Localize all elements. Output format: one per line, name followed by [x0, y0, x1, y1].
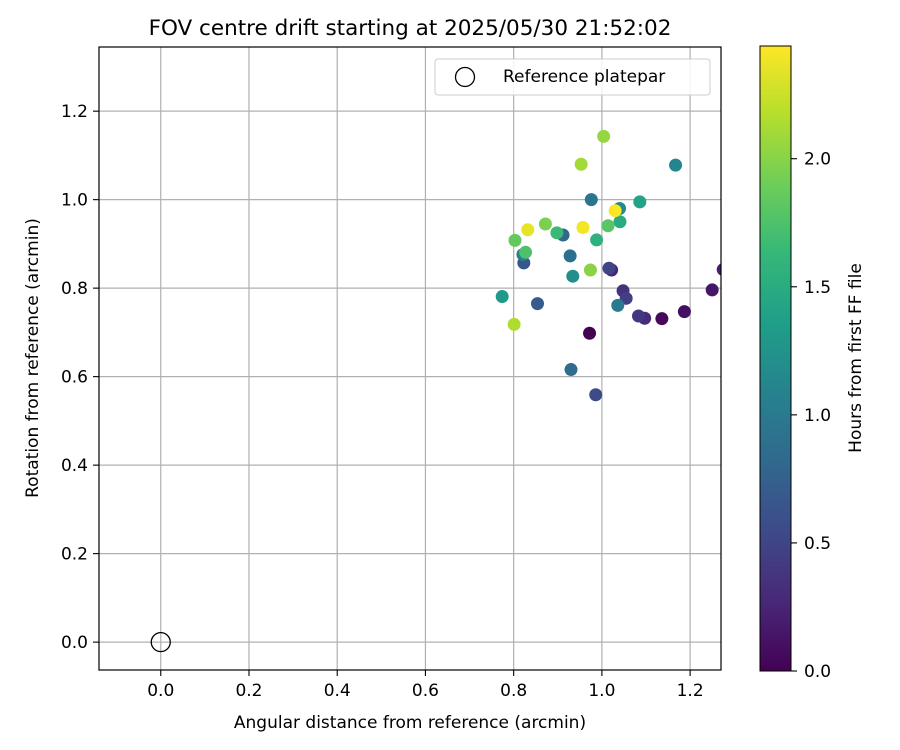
data-point — [563, 249, 577, 263]
data-point — [508, 233, 522, 247]
data-point — [583, 326, 597, 340]
x-tick-label: 0.4 — [324, 681, 351, 701]
chart-title: FOV centre drift starting at 2025/05/30 … — [149, 16, 672, 41]
colorbar-tick-label: 0.5 — [804, 534, 831, 554]
x-axis-label: Angular distance from reference (arcmin) — [234, 713, 586, 733]
x-tick-label: 0.8 — [500, 681, 527, 701]
data-point — [589, 388, 603, 402]
colorbar-gradient — [759, 45, 792, 672]
data-point — [538, 217, 552, 231]
x-axis-ticks: 0.0 0.2 0.4 0.6 0.8 1.0 1.2 — [147, 670, 704, 701]
y-axis-label: Rotation from reference (arcmin) — [23, 218, 43, 498]
y-tick-label: 0.6 — [61, 368, 88, 388]
y-tick-label: 0.2 — [61, 545, 88, 565]
grid — [99, 47, 721, 670]
data-point — [507, 317, 521, 331]
data-point — [495, 290, 509, 304]
data-point — [576, 221, 590, 235]
data-point — [521, 223, 535, 237]
colorbar-tick-label: 1.0 — [804, 406, 831, 426]
data-point — [583, 263, 597, 277]
data-point — [530, 297, 544, 311]
y-tick-label: 0.4 — [61, 456, 88, 476]
data-point — [608, 204, 622, 218]
data-points — [495, 129, 721, 402]
data-point — [669, 158, 683, 172]
x-tick-label: 0.0 — [147, 681, 174, 701]
y-axis-ticks: 0.0 0.2 0.4 0.6 0.8 1.0 1.2 — [61, 102, 99, 653]
data-point — [613, 215, 627, 229]
data-point — [590, 233, 604, 247]
data-point — [677, 305, 691, 319]
legend-label-reference-platepar: Reference platepar — [503, 67, 665, 87]
reference-point — [150, 631, 171, 653]
data-point — [705, 283, 719, 297]
y-tick-label: 1.2 — [61, 102, 88, 122]
colorbar-ticks: 0.0 0.5 1.0 1.5 2.0 — [791, 150, 831, 682]
colorbar-tick-label: 0.0 — [804, 662, 831, 682]
data-point — [550, 226, 564, 240]
x-tick-label: 0.6 — [412, 681, 439, 701]
data-point — [633, 195, 647, 209]
data-point — [574, 157, 588, 171]
y-tick-label: 0.8 — [61, 279, 88, 299]
data-point — [584, 193, 598, 207]
colorbar-tick-label: 1.5 — [804, 278, 831, 298]
data-point — [601, 219, 615, 233]
plot-frame — [98, 46, 722, 671]
legend-reference-marker — [454, 66, 476, 88]
x-tick-label: 1.0 — [588, 681, 615, 701]
data-point — [566, 269, 580, 283]
x-tick-label: 0.2 — [235, 681, 262, 701]
data-point — [716, 263, 721, 276]
y-tick-label: 0.0 — [61, 633, 88, 653]
y-tick-label: 1.0 — [61, 191, 88, 211]
colorbar-tick-label: 2.0 — [804, 150, 831, 170]
colorbar: 0.0 0.5 1.0 1.5 2.0 Hours from first FF file — [759, 45, 866, 682]
data-point — [655, 312, 669, 326]
x-tick-label: 1.2 — [677, 681, 704, 701]
legend-box — [434, 58, 711, 96]
data-point — [597, 129, 611, 143]
legend: Reference platepar — [434, 58, 711, 96]
data-point — [564, 363, 578, 377]
data-point — [602, 261, 616, 275]
data-point — [611, 298, 625, 312]
data-point — [519, 245, 533, 259]
data-point — [632, 309, 646, 323]
colorbar-label: Hours from first FF file — [846, 263, 866, 453]
